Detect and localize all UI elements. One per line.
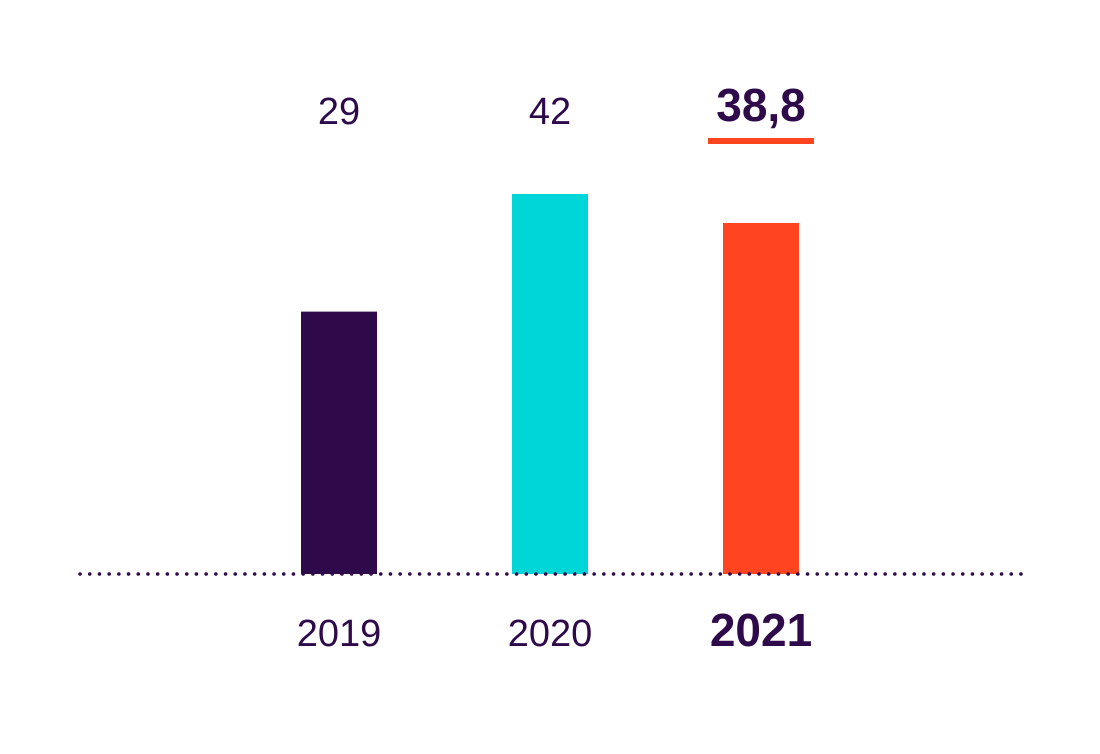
category-label-2019: 2019 — [297, 613, 382, 655]
category-label-2021: 2021 — [710, 604, 812, 656]
value-label-2019: 29 — [318, 91, 360, 133]
value-label-2021: 38,8 — [716, 79, 806, 131]
labels-layer: 29 2019 42 2020 38,8 2021 — [297, 79, 814, 656]
bar-2021 — [723, 222, 799, 574]
bars-layer — [301, 194, 799, 574]
highlight-underline — [708, 138, 814, 144]
bar-2020 — [512, 194, 588, 574]
bar-2019 — [301, 311, 377, 574]
category-label-2020: 2020 — [508, 613, 593, 655]
value-label-2020: 42 — [529, 91, 571, 133]
